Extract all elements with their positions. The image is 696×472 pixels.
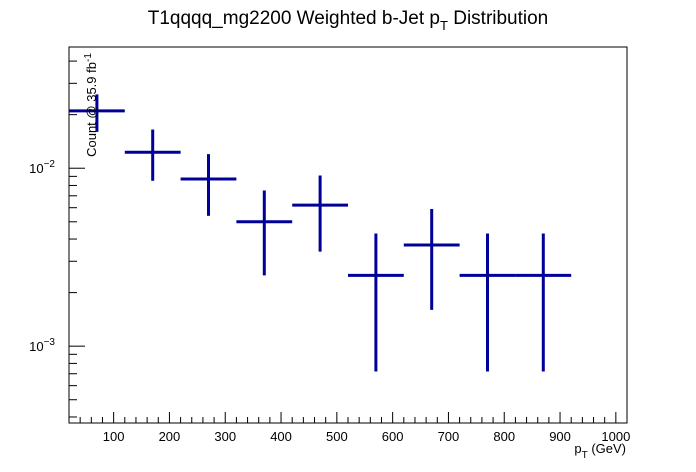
data-point — [69, 94, 125, 132]
data-point — [515, 233, 572, 372]
data-point — [403, 208, 460, 310]
y-axis: 10−2 10−3 — [29, 60, 85, 418]
y-tick-label: 10−3 — [29, 337, 55, 354]
x-tick-label: 100 — [103, 429, 125, 444]
chart-title: T1qqqq_mg2200 Weighted b-Jet pT Distribu… — [148, 8, 549, 33]
data-point — [236, 190, 293, 276]
data-point — [124, 129, 181, 181]
y-axis-label: Count @ 35.9 fb-1 — [83, 53, 99, 157]
data-point — [180, 154, 237, 216]
x-axis-label: pT (GeV) — [574, 441, 626, 461]
y-tick-label: 10−2 — [29, 159, 55, 176]
x-axis: 100 200 300 400 500 600 700 800 900 1000 — [68, 412, 630, 444]
x-tick-label: 800 — [493, 429, 515, 444]
x-tick-label: 1000 — [601, 429, 630, 444]
data-point — [292, 175, 348, 252]
x-tick-label: 300 — [214, 429, 236, 444]
data-point — [459, 233, 516, 372]
x-tick-label: 400 — [270, 429, 292, 444]
x-tick-label: 500 — [326, 429, 348, 444]
x-tick-label: 900 — [549, 429, 571, 444]
data-points — [69, 94, 572, 372]
x-tick-label: 200 — [159, 429, 181, 444]
x-tick-label: 700 — [438, 429, 460, 444]
x-tick-label: 600 — [382, 429, 404, 444]
data-point — [348, 233, 404, 372]
